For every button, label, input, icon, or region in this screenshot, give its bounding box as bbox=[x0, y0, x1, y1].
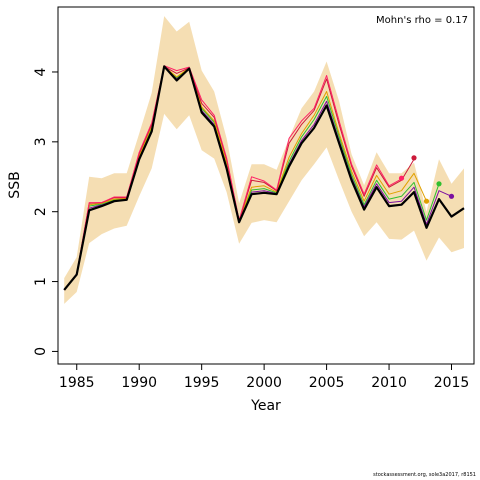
y-tick-label: 2 bbox=[33, 207, 49, 216]
annotation-mohns-rho: Mohn's rho = 0.17 bbox=[376, 15, 468, 26]
endpoint-layer bbox=[398, 155, 455, 204]
y-tick-label: 1 bbox=[33, 277, 49, 286]
y-tick-label: 4 bbox=[33, 67, 49, 76]
y-tick-label: 3 bbox=[33, 137, 49, 146]
series-layer bbox=[63, 65, 465, 291]
series-endpoint-4 bbox=[411, 155, 417, 161]
footer-source: stockassessment.org, sole3a2017, r8151 bbox=[373, 472, 476, 478]
series-endpoint-2 bbox=[436, 181, 442, 187]
x-tick-label: 1985 bbox=[59, 375, 95, 391]
series-endpoint-3 bbox=[423, 198, 430, 204]
x-tick-label: 2015 bbox=[434, 375, 470, 391]
x-tick-label: 1990 bbox=[121, 375, 157, 391]
confidence-band bbox=[64, 16, 464, 304]
series-endpoint-1 bbox=[448, 193, 455, 199]
series-line-0 bbox=[63, 65, 465, 291]
series-line-3 bbox=[63, 65, 427, 291]
x-axis-label: Year bbox=[250, 398, 281, 414]
x-axis: 1985 1990 1995 2000 2005 2010 2015 bbox=[59, 364, 469, 391]
x-tick-label: 2010 bbox=[371, 375, 407, 391]
confidence-band-layer bbox=[64, 16, 464, 304]
y-tick-label: 0 bbox=[33, 347, 49, 356]
x-tick-label: 2005 bbox=[309, 375, 345, 391]
series-endpoint-5 bbox=[398, 175, 405, 181]
x-tick-label: 2000 bbox=[246, 375, 282, 391]
plot-frame bbox=[57, 6, 475, 365]
y-axis: 0 1 2 3 4 bbox=[33, 67, 58, 356]
x-tick-label: 1995 bbox=[184, 375, 220, 391]
y-axis-label: SSB bbox=[7, 171, 23, 198]
series-line-5 bbox=[63, 65, 402, 291]
